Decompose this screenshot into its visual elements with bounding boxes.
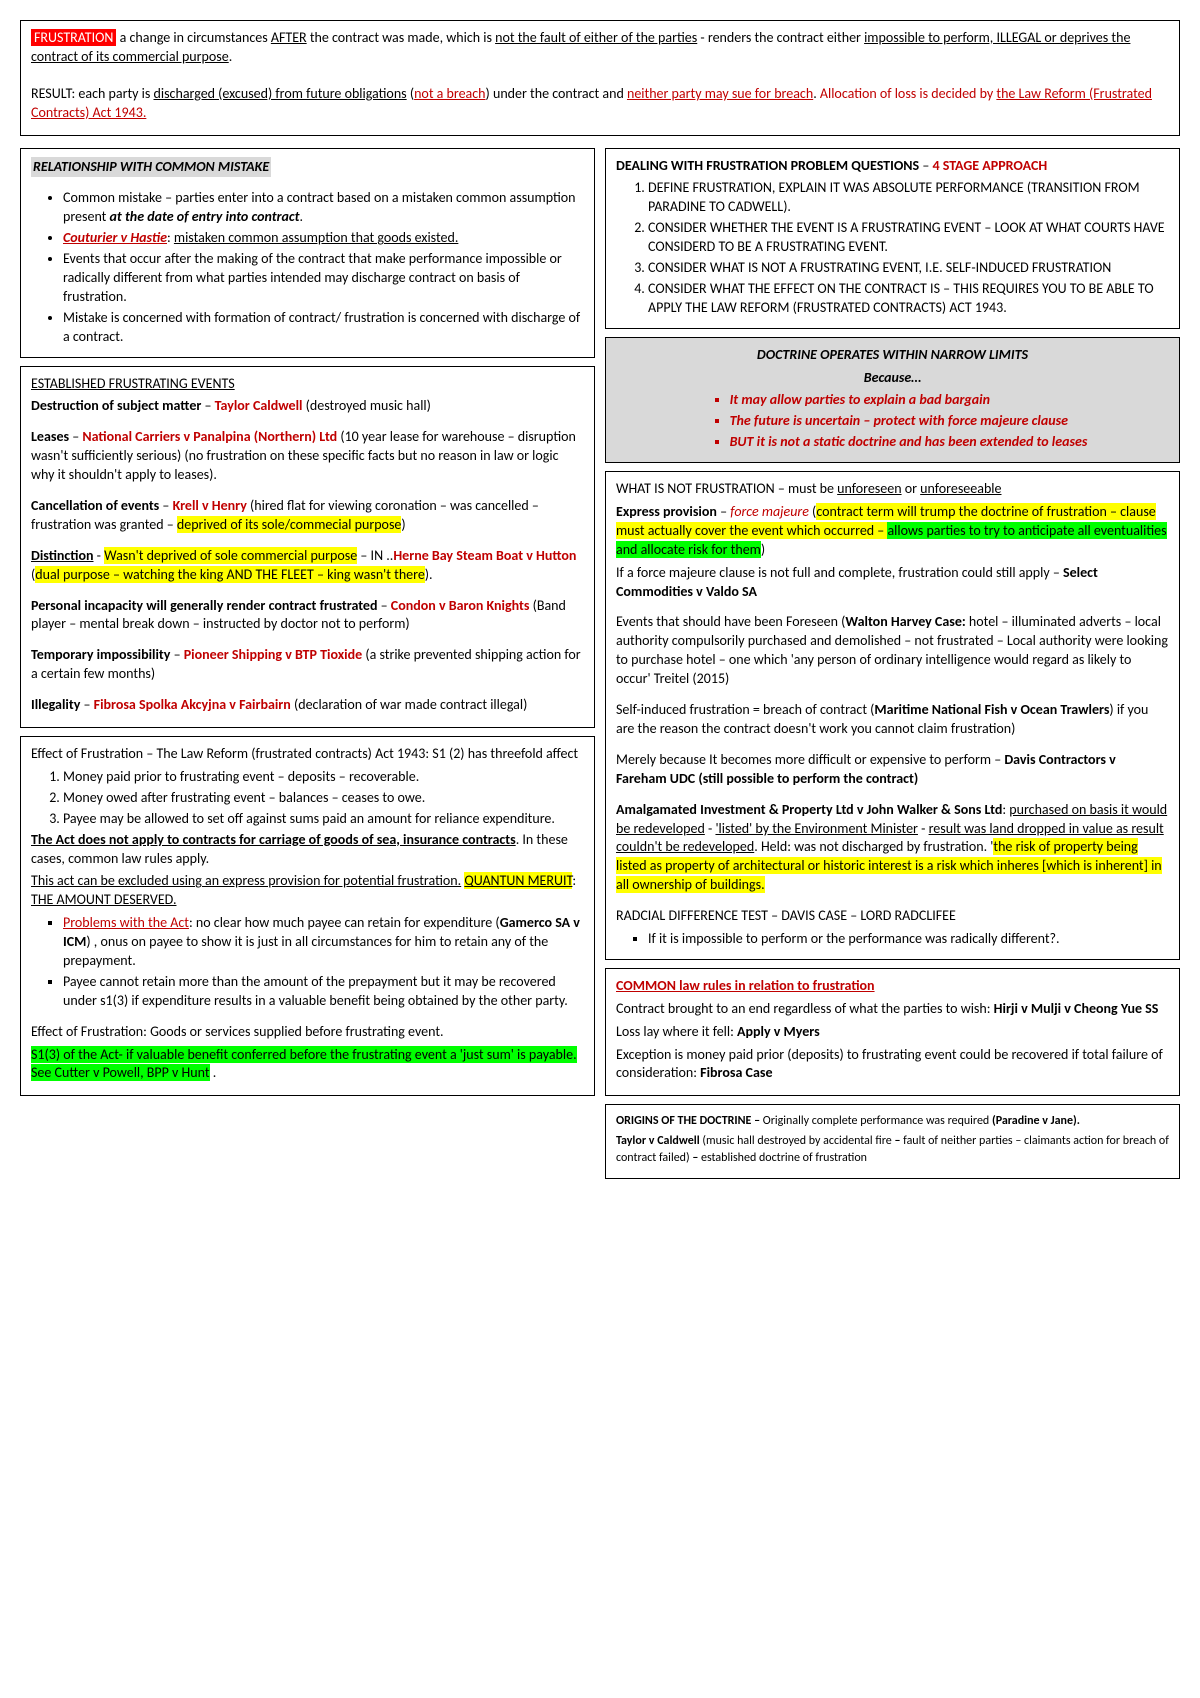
est-illegality: Illegality – Fibrosa Spolka Akcyjna v Fa… xyxy=(31,696,584,715)
list-item: CONSIDER WHAT IS NOT A FRUSTRATING EVENT… xyxy=(648,259,1169,278)
est-incapacity: Personal incapacity will generally rende… xyxy=(31,597,584,635)
rel-mistake-title: RELATIONSHIP WITH COMMON MISTAKE xyxy=(31,157,271,178)
left-column: RELATIONSHIP WITH COMMON MISTAKE Common … xyxy=(20,148,595,1179)
est-temporary: Temporary impossibility – Pioneer Shippi… xyxy=(31,646,584,684)
est-leases: Leases – National Carriers v Panalpina (… xyxy=(31,428,584,485)
common-p1: Contract brought to an end regardless of… xyxy=(616,1000,1169,1019)
effect-goods: Effect of Frustration: Goods or services… xyxy=(31,1023,584,1042)
common-p2: Loss lay where it fell: Apply v Myers xyxy=(616,1023,1169,1042)
list-item: Payee may be allowed to set off against … xyxy=(63,810,584,829)
list-item: DEFINE FRUSTRATION, EXPLAIN IT WAS ABSOL… xyxy=(648,179,1169,217)
nf-express: Express provision – force majeure (contr… xyxy=(616,503,1169,560)
origins-p2: Taylor v Caldwell (music hall destroyed … xyxy=(616,1133,1169,1165)
relationship-mistake-box: RELATIONSHIP WITH COMMON MISTAKE Common … xyxy=(20,148,595,358)
nf-foreseen: Events that should have been Foreseen (W… xyxy=(616,613,1169,689)
list-item: Mistake is concerned with formation of c… xyxy=(63,309,584,347)
narrow-title: DOCTRINE OPERATES WITHIN NARROW LIMITS xyxy=(616,346,1169,365)
narrow-because: Because… xyxy=(616,369,1169,388)
nf-radical-test: RADCIAL DIFFERENCE TEST – DAVIS CASE – L… xyxy=(616,907,1169,926)
list-item: If it is impossible to perform or the pe… xyxy=(648,930,1169,949)
nf-amalgamated: Amalgamated Investment & Property Ltd v … xyxy=(616,801,1169,895)
established-events-box: ESTABLISHED FRUSTRATING EVENTS Destructi… xyxy=(20,366,595,728)
common-law-box: COMMON law rules in relation to frustrat… xyxy=(605,968,1180,1096)
list-item: BUT it is not a static doctrine and has … xyxy=(730,433,1088,452)
dealing-box: DEALING WITH FRUSTRATION PROBLEM QUESTIO… xyxy=(605,148,1180,329)
header-result: RESULT: each party is discharged (excuse… xyxy=(31,85,1169,123)
right-column: DEALING WITH FRUSTRATION PROBLEM QUESTIO… xyxy=(605,148,1180,1179)
not-frustration-box: WHAT IS NOT FRUSTRATION – must be unfore… xyxy=(605,471,1180,960)
list-item: Payee cannot retain more than the amount… xyxy=(63,973,584,1011)
effect-intro: Effect of Frustration – The Law Reform (… xyxy=(31,745,584,764)
nf-fm-clause: If a force majeure clause is not full an… xyxy=(616,564,1169,602)
list-item: Couturier v Hastie: mistaken common assu… xyxy=(63,229,584,248)
effect-box: Effect of Frustration – The Law Reform (… xyxy=(20,736,595,1096)
header-box: FRUSTRATION a change in circumstances AF… xyxy=(20,20,1180,136)
list-item: It may allow parties to explain a bad ba… xyxy=(730,391,1088,410)
est-title: ESTABLISHED FRUSTRATING EVENTS xyxy=(31,375,584,394)
list-item: CONSIDER WHAT THE EFFECT ON THE CONTRACT… xyxy=(648,280,1169,318)
narrow-limits-box: DOCTRINE OPERATES WITHIN NARROW LIMITS B… xyxy=(605,337,1180,463)
dealing-title: DEALING WITH FRUSTRATION PROBLEM QUESTIO… xyxy=(616,157,1169,176)
common-p3: Exception is money paid prior (deposits)… xyxy=(616,1046,1169,1084)
origins-p1: ORIGINS OF THE DOCTRINE – Originally com… xyxy=(616,1113,1169,1129)
list-item: Problems with the Act: no clear how much… xyxy=(63,914,584,971)
list-item: Money owed after frustrating event – bal… xyxy=(63,789,584,808)
est-destruction: Destruction of subject matter – Taylor C… xyxy=(31,397,584,416)
nf-difficult: Merely because It becomes more difficult… xyxy=(616,751,1169,789)
frustration-badge: FRUSTRATION xyxy=(31,29,116,46)
list-item: Common mistake – parties enter into a co… xyxy=(63,189,584,227)
est-cancellation: Cancellation of events – Krell v Henry (… xyxy=(31,497,584,535)
list-item: Money paid prior to frustrating event – … xyxy=(63,768,584,787)
effect-s13: S1(3) of the Act- if valuable benefit co… xyxy=(31,1046,584,1084)
nf-self-induced: Self-induced frustration = breach of con… xyxy=(616,701,1169,739)
header-definition: FRUSTRATION a change in circumstances AF… xyxy=(31,29,1169,67)
est-distinction: Distinction - Wasn't deprived of sole co… xyxy=(31,547,584,585)
list-item: Events that occur after the making of th… xyxy=(63,250,584,307)
effect-excluded: This act can be excluded using an expres… xyxy=(31,872,584,910)
list-item: CONSIDER WHETHER THE EVENT IS A FRUSTRAT… xyxy=(648,219,1169,257)
common-title: COMMON law rules in relation to frustrat… xyxy=(616,977,1169,996)
two-column-layout: RELATIONSHIP WITH COMMON MISTAKE Common … xyxy=(20,148,1180,1179)
effect-not-apply: The Act does not apply to contracts for … xyxy=(31,831,584,869)
nf-title: WHAT IS NOT FRUSTRATION – must be unfore… xyxy=(616,480,1169,499)
origins-box: ORIGINS OF THE DOCTRINE – Originally com… xyxy=(605,1104,1180,1179)
list-item: The future is uncertain – protect with f… xyxy=(730,412,1088,431)
